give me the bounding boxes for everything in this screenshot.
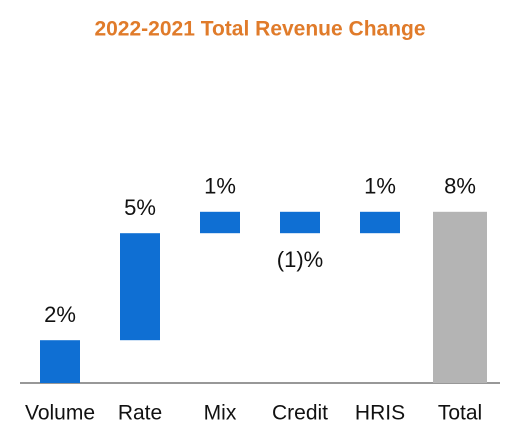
value-label: 5% [124, 195, 156, 220]
chart-title: 2022-2021 Total Revenue Change [94, 18, 425, 41]
x-tick-label: HRIS [355, 402, 405, 425]
bar [120, 233, 160, 341]
x-tick-label: Credit [272, 402, 328, 425]
total-bar [433, 211, 487, 383]
x-tick-label: Rate [118, 402, 162, 425]
bar [360, 211, 400, 234]
value-label: 1% [204, 174, 236, 199]
value-label: (1)% [277, 247, 323, 272]
bar [40, 340, 80, 383]
value-label: 8% [444, 174, 476, 199]
x-tick-label: Volume [25, 402, 95, 425]
value-label: 1% [364, 174, 396, 199]
x-tick-label: Mix [204, 402, 237, 425]
bar [280, 211, 320, 234]
value-label: 2% [44, 302, 76, 327]
x-tick-label: Total [438, 402, 482, 425]
bar [200, 211, 240, 234]
